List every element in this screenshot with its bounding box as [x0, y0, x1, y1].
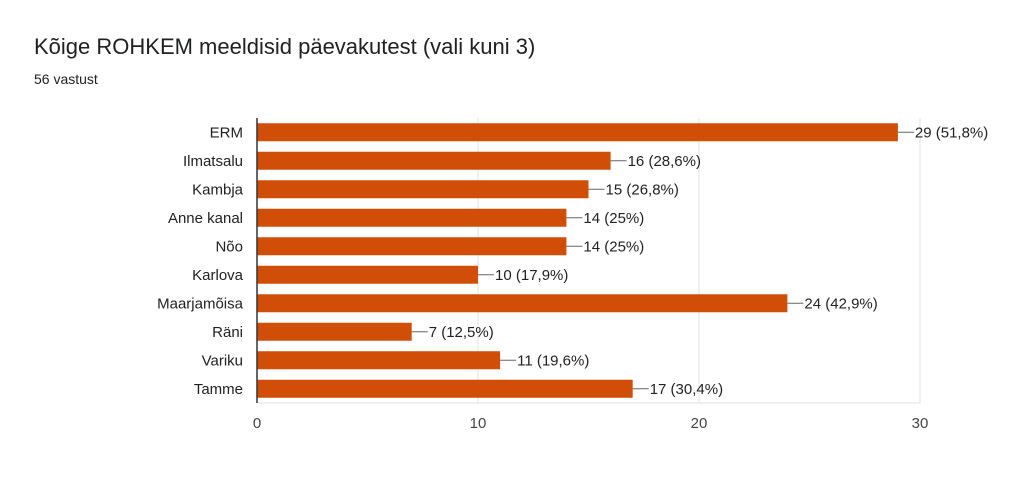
x-tick-label: 30: [912, 415, 929, 432]
bar: [257, 180, 589, 199]
category-label: Räni: [212, 324, 243, 341]
data-label: 14 (25%): [583, 238, 644, 255]
bar: [257, 379, 633, 398]
category-label: Kambja: [192, 181, 244, 198]
bar: [257, 123, 898, 142]
x-tick-label: 20: [691, 415, 708, 432]
category-label: Maarjamõisa: [157, 295, 244, 312]
bar: [257, 151, 611, 170]
chart-title: Kõige ROHKEM meeldisid päevakutest (vali…: [34, 34, 536, 59]
bar: [257, 208, 567, 227]
category-label: Anne kanal: [168, 210, 243, 227]
data-label: 29 (51,8%): [915, 124, 988, 141]
data-label: 16 (28,6%): [628, 153, 701, 170]
bar: [257, 351, 501, 370]
bar: [257, 265, 478, 284]
data-label: 24 (42,9%): [804, 295, 877, 312]
category-label: ERM: [210, 124, 243, 141]
bar: [257, 294, 788, 313]
data-label: 17 (30,4%): [650, 381, 723, 398]
x-tick-label: 10: [470, 415, 487, 432]
data-label: 14 (25%): [583, 210, 644, 227]
category-label: Tamme: [194, 381, 243, 398]
category-label: Ilmatsalu: [183, 153, 243, 170]
data-label: 7 (12,5%): [429, 324, 494, 341]
data-label: 11 (19,6%): [517, 352, 589, 369]
category-label: Nõo: [215, 238, 243, 255]
bar: [257, 322, 412, 341]
x-tick-label: 0: [253, 415, 261, 432]
category-label: Karlova: [192, 267, 244, 284]
response-count: 56 vastust: [34, 71, 98, 87]
data-label: 10 (17,9%): [495, 267, 568, 284]
bar: [257, 237, 567, 256]
data-label: 15 (26,8%): [606, 181, 679, 198]
category-label: Variku: [202, 352, 243, 369]
